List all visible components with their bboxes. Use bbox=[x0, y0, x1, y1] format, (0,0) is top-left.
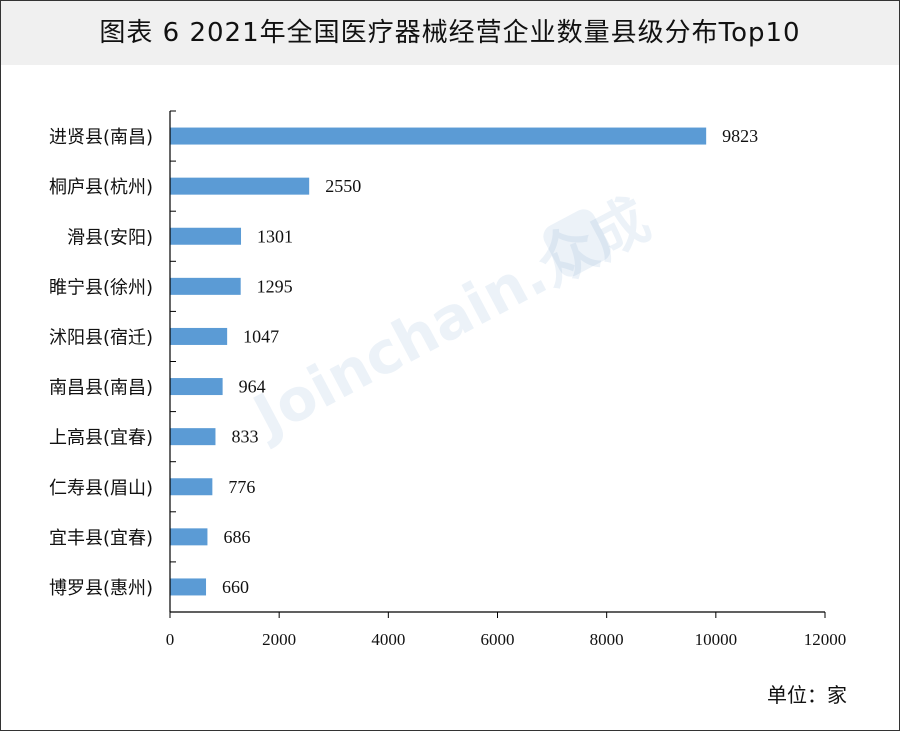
y-category-label: 滑县(安阳) bbox=[67, 227, 153, 248]
data-label: 2550 bbox=[325, 176, 361, 196]
bar bbox=[170, 277, 241, 295]
data-label: 660 bbox=[222, 577, 249, 597]
y-category-label: 桐庐县(杭州) bbox=[49, 177, 153, 198]
y-category-label: 沭阳县(宿迁) bbox=[49, 327, 153, 348]
x-tick-label: 12000 bbox=[804, 630, 847, 649]
axes-group bbox=[169, 110, 826, 618]
bar bbox=[170, 378, 223, 396]
unit-label: 单位：家 bbox=[767, 683, 847, 707]
chart-title: 图表 6 2021年全国医疗器械经营企业数量县级分布Top10 bbox=[99, 18, 801, 48]
bar bbox=[170, 428, 216, 446]
y-category-label: 睢宁县(徐州) bbox=[49, 277, 153, 298]
data-label: 964 bbox=[239, 377, 266, 397]
bar bbox=[170, 177, 310, 195]
bar bbox=[170, 127, 707, 145]
bar bbox=[170, 327, 228, 345]
bar bbox=[170, 227, 242, 245]
y-category-label: 上高县(宜春) bbox=[49, 428, 153, 449]
x-tick-label: 10000 bbox=[695, 630, 738, 649]
y-category-label: 进贤县(南昌) bbox=[49, 127, 153, 148]
bar bbox=[170, 528, 208, 546]
bar bbox=[170, 578, 207, 596]
data-label: 1301 bbox=[257, 226, 293, 246]
bar bbox=[170, 478, 213, 496]
y-category-label: 宜丰县(宜春) bbox=[49, 528, 153, 549]
title-band bbox=[1, 1, 899, 65]
x-tick-label: 2000 bbox=[262, 630, 296, 649]
data-label: 686 bbox=[223, 527, 250, 547]
labels-group: 0 2000 4000 6000 8000 10000 12000 进贤县(南昌) 9823 桐庐… bbox=[49, 126, 846, 649]
x-tick-label: 6000 bbox=[481, 630, 515, 649]
data-label: 1295 bbox=[257, 276, 293, 296]
y-category-label: 南昌县(南昌) bbox=[49, 378, 153, 399]
data-label: 9823 bbox=[722, 126, 758, 146]
x-tick-label: 4000 bbox=[371, 630, 405, 649]
data-label: 833 bbox=[231, 427, 258, 447]
y-category-label: 仁寿县(眉山) bbox=[49, 478, 153, 499]
x-tick-label: 8000 bbox=[590, 630, 624, 649]
data-label: 1047 bbox=[243, 326, 279, 346]
data-label: 776 bbox=[228, 477, 255, 497]
bars-group bbox=[170, 127, 707, 596]
y-category-label: 博罗县(惠州) bbox=[49, 578, 153, 599]
x-tick-label: 0 bbox=[166, 630, 175, 649]
